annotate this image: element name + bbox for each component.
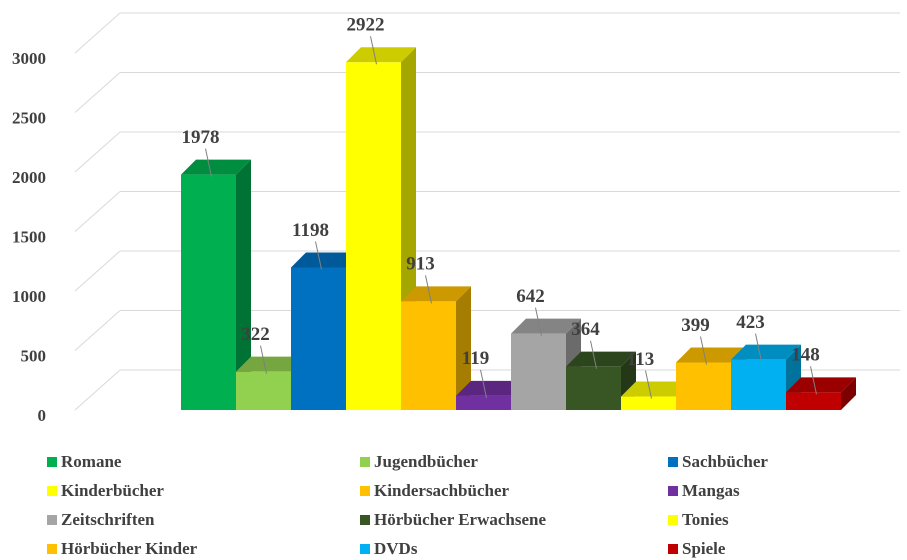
bar-face: [786, 392, 841, 410]
bar-face: [181, 159, 251, 175]
leader-line: [810, 366, 817, 395]
grid-line: [74, 310, 121, 351]
bar-face: [621, 381, 691, 397]
leader-line: [480, 369, 487, 398]
legend-swatch: [47, 457, 57, 467]
value-label: 1198: [292, 220, 329, 241]
legend-swatch: [360, 515, 370, 525]
legend-label: Kinderbücher: [61, 481, 164, 500]
bar: [401, 286, 471, 410]
legend-swatch: [360, 486, 370, 496]
leader-line: [370, 36, 377, 65]
bar-face: [731, 344, 801, 360]
bar-face: [786, 377, 856, 393]
value-label: 148: [791, 345, 820, 366]
value-label: 642: [516, 286, 545, 307]
value-label: 2922: [347, 15, 385, 36]
bar: [786, 377, 856, 410]
legend-label: Kindersachbücher: [374, 481, 510, 500]
grid-line: [74, 250, 121, 292]
legend-swatch: [668, 515, 678, 525]
value-label: 1978: [182, 127, 220, 148]
bar-face: [236, 159, 251, 410]
leader-line: [315, 241, 322, 270]
bar-face: [511, 318, 581, 334]
grid-line: [74, 12, 121, 54]
legend-label: Spiele: [682, 539, 726, 558]
leader-line: [260, 345, 267, 374]
leader-line: [535, 307, 542, 336]
value-label: 364: [571, 319, 600, 340]
bar-face: [181, 174, 236, 410]
bar-face: [676, 347, 746, 363]
y-tick-label: 1500: [12, 227, 46, 246]
legend-swatch: [668, 544, 678, 554]
y-tick-label: 500: [21, 346, 47, 365]
value-label: 913: [406, 254, 435, 275]
value-label: 399: [681, 315, 710, 336]
bar-face: [456, 380, 526, 396]
bar-face: [401, 301, 456, 410]
bar-face: [676, 362, 731, 410]
bar-face: [456, 286, 471, 410]
bar-face: [291, 252, 361, 268]
y-tick-label: 2000: [12, 168, 46, 187]
legend-swatch: [360, 457, 370, 467]
bar-face: [621, 396, 676, 410]
legend-swatch: [668, 486, 678, 496]
legend-label: Romane: [61, 452, 122, 471]
bar-face: [566, 351, 636, 367]
bar-face: [346, 47, 416, 63]
bar-face: [236, 371, 291, 410]
legend-label: Tonies: [682, 510, 729, 529]
bar-face: [401, 286, 471, 302]
bar-face: [841, 377, 856, 410]
y-tick-label: 0: [38, 406, 47, 425]
legend-label: Mangas: [682, 481, 740, 500]
legend-label: Hörbücher Kinder: [61, 539, 198, 558]
legend-label: Hörbücher Erwachsene: [374, 510, 546, 529]
grid-line: [74, 131, 121, 173]
bar-face: [566, 366, 621, 410]
leader-line: [590, 340, 597, 369]
leader-line: [700, 336, 707, 365]
y-tick-label: 3000: [12, 49, 46, 68]
grid-line: [74, 72, 121, 113]
value-label: 119: [462, 348, 489, 369]
value-label: 322: [241, 324, 270, 345]
legend-swatch: [47, 486, 57, 496]
leader-line: [755, 333, 762, 362]
legend-label: Jugendbücher: [374, 452, 478, 471]
legend-label: Sachbücher: [682, 452, 768, 471]
leader-line: [425, 275, 432, 304]
legend-swatch: [360, 544, 370, 554]
bar-face: [731, 359, 786, 410]
bar-face: [236, 356, 306, 372]
bar-face: [456, 395, 511, 410]
legend-swatch: [47, 544, 57, 554]
legend-label: Zeitschriften: [61, 510, 155, 529]
y-tick-label: 2500: [12, 108, 46, 127]
legend-label: DVDs: [374, 539, 418, 558]
bar: [181, 159, 251, 410]
bar-face: [511, 333, 566, 410]
bar-face: [346, 62, 401, 410]
legend-swatch: [668, 457, 678, 467]
leader-line: [645, 370, 652, 399]
leader-line: [205, 148, 212, 177]
value-label: 113: [627, 349, 654, 370]
value-label: 423: [736, 312, 765, 333]
legend-swatch: [47, 515, 57, 525]
grid-line: [74, 191, 121, 232]
y-tick-label: 1000: [12, 287, 46, 306]
bar-face: [291, 267, 346, 410]
grid-line: [74, 369, 121, 411]
